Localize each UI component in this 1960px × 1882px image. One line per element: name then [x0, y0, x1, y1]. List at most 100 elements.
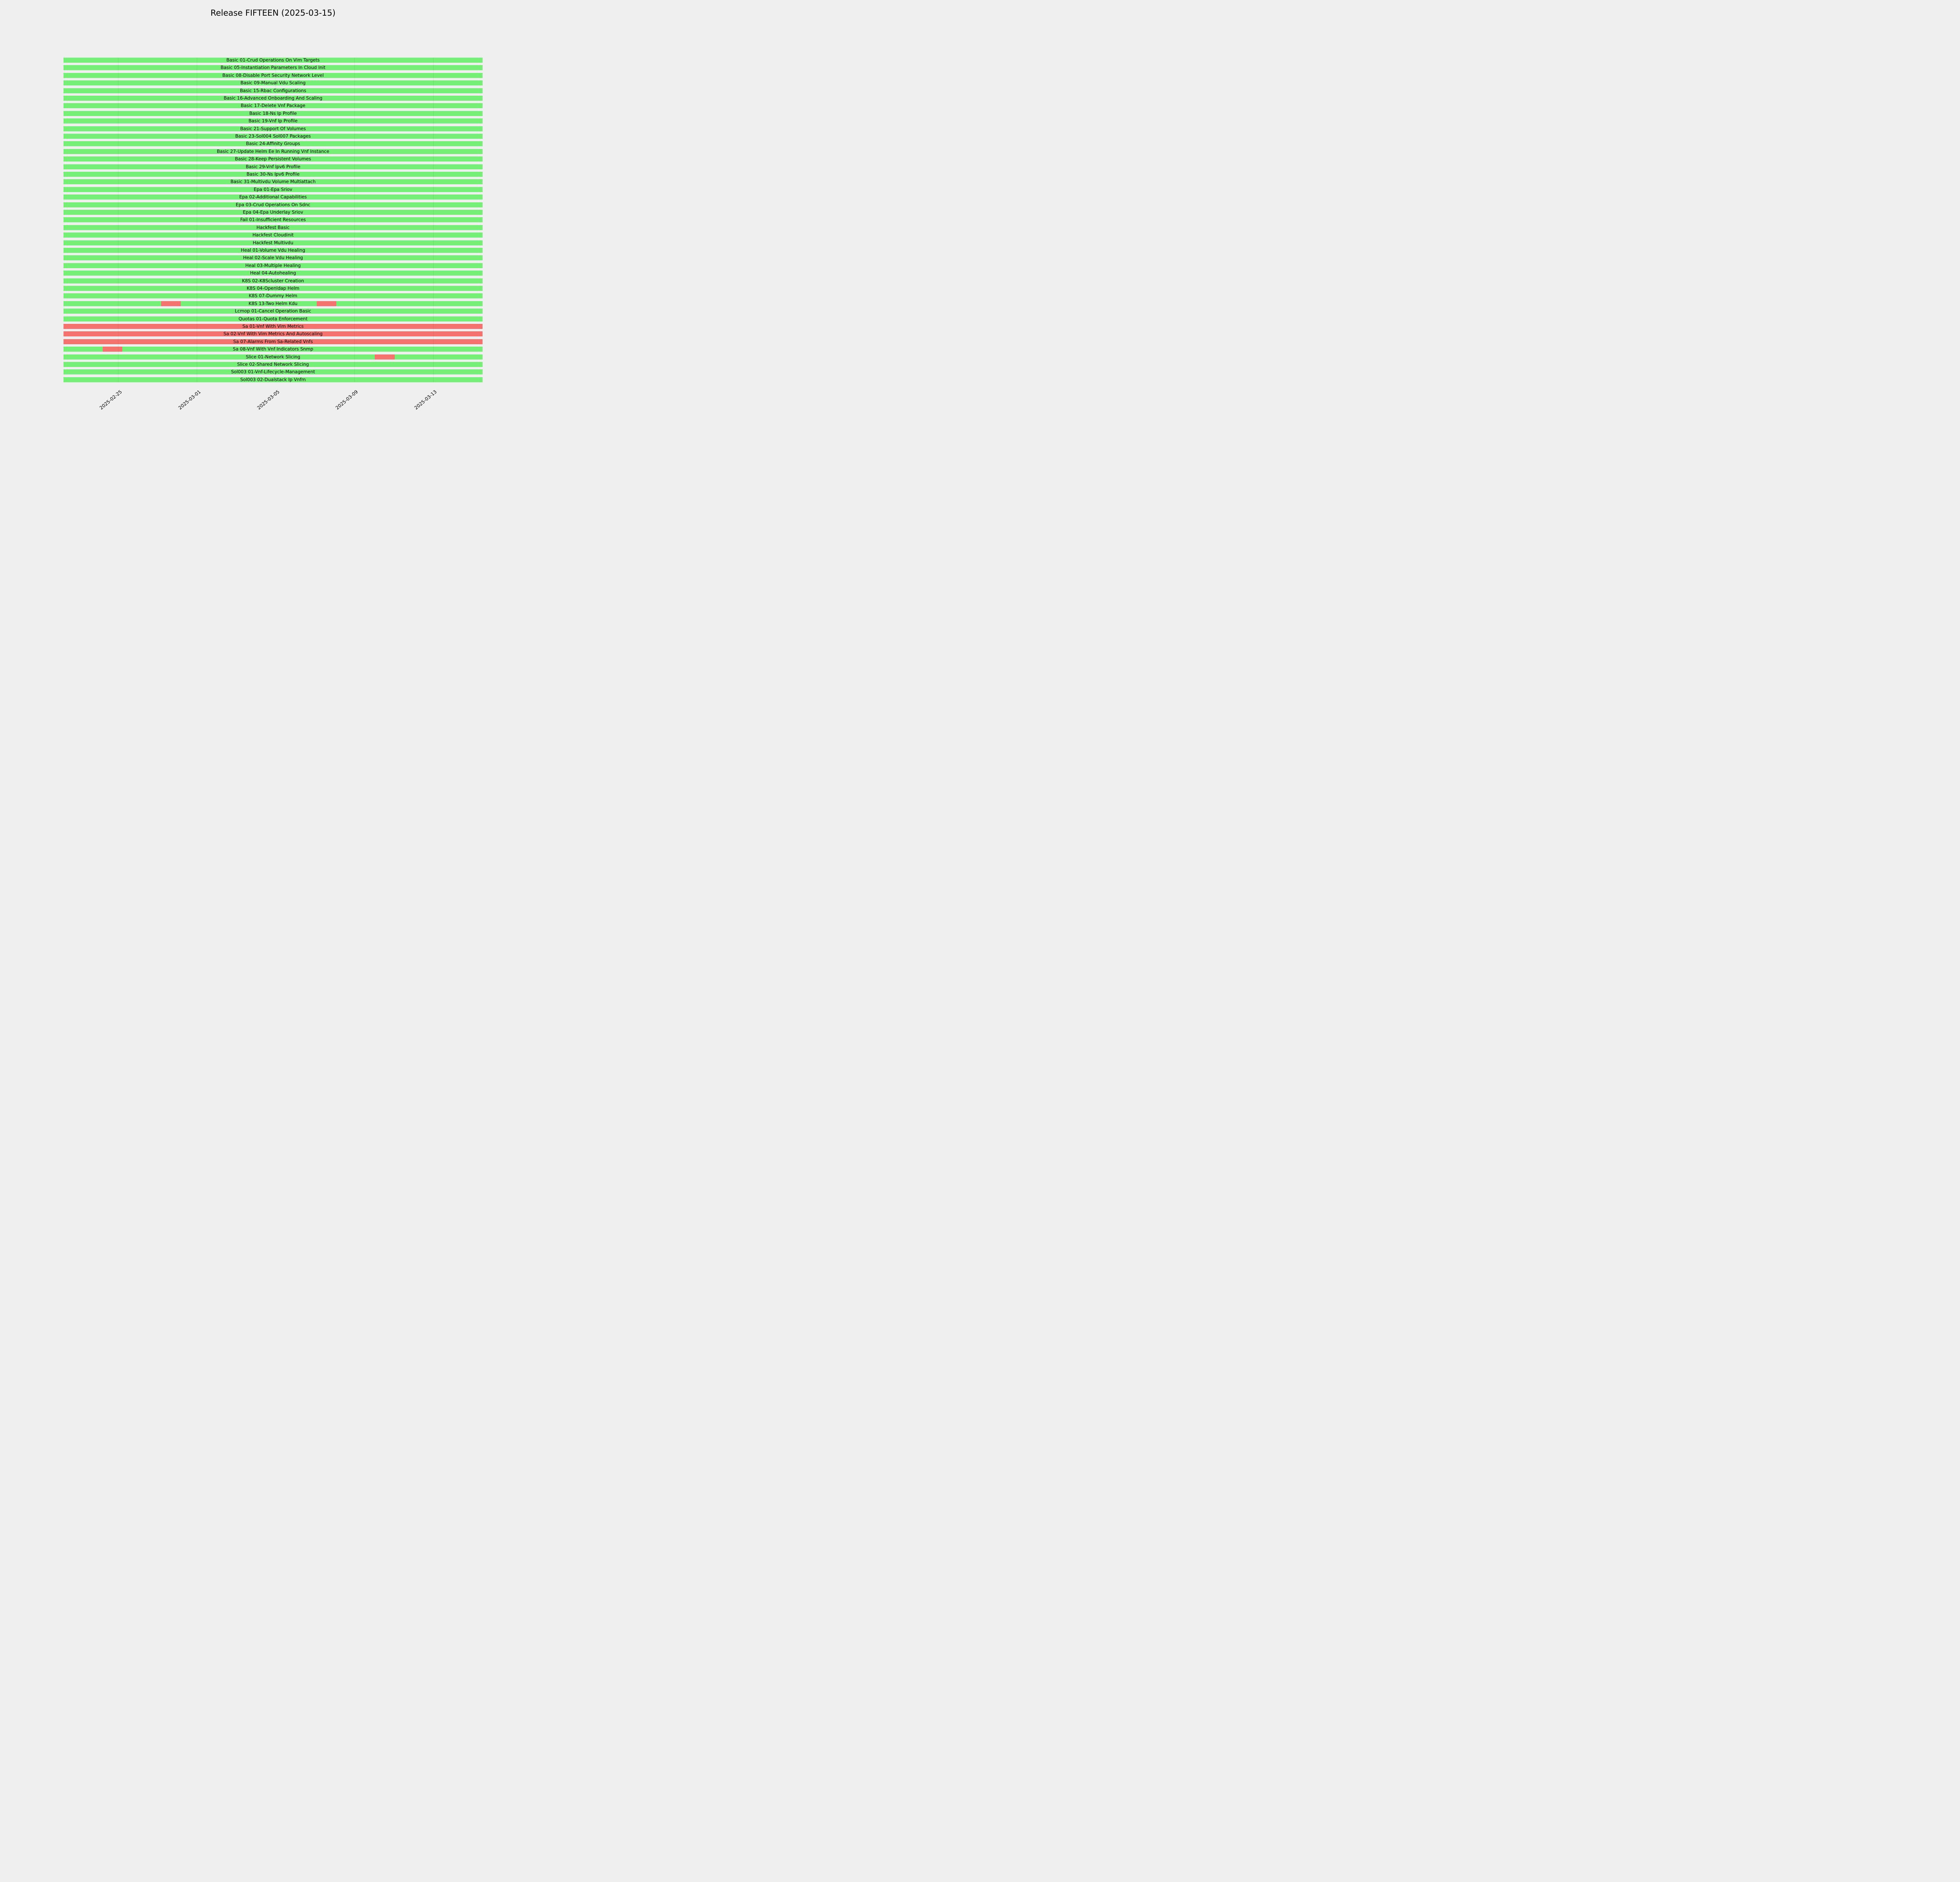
task-bar-pass: [64, 172, 483, 177]
task-row: Basic 31-Multivdu Volume Multiattach: [64, 179, 483, 185]
task-bar-pass: [64, 316, 483, 322]
task-label: Slice 01-Network Slicing: [246, 354, 300, 360]
task-row: K8S 07-Dummy Helm: [64, 293, 483, 299]
x-tick-label: 2025-03-05: [256, 389, 281, 411]
task-label: Basic 16-Advanced Onboarding And Scaling: [223, 95, 323, 101]
task-bar-pass: [64, 255, 483, 261]
task-row: Fail 01-Insufficient Resources: [64, 217, 483, 223]
task-row: Heal 04-Autohealing: [64, 271, 483, 276]
task-bar-pass: [64, 210, 483, 215]
task-label: Sa 02-Vnf With Vim Metrics And Autoscali…: [223, 331, 323, 337]
task-bar-pass: [64, 271, 483, 276]
task-label: K8S 13-Two Helm Kdu: [249, 300, 298, 306]
task-label: Epa 03-Crud Operations On Sdnc: [236, 202, 310, 207]
task-bar-pass: [64, 194, 483, 200]
task-row: Basic 17-Delete Vnf Package: [64, 103, 483, 109]
fail-segment: [316, 301, 337, 306]
task-row: Heal 03-Multiple Healing: [64, 263, 483, 268]
task-row: Basic 01-Crud Operations On Vim Targets: [64, 58, 483, 63]
task-label: Fail 01-Insufficient Resources: [240, 217, 306, 223]
task-bar-pass: [64, 141, 483, 147]
task-label: Basic 27-Update Helm Ee In Running Vnf I…: [217, 148, 329, 154]
task-row: Heal 02-Scale Vdu Healing: [64, 255, 483, 261]
task-row: Basic 29-Vnf Ipv6 Profile: [64, 164, 483, 169]
plot-area: Basic 01-Crud Operations On Vim Targets B…: [64, 58, 483, 388]
task-bar-pass: [64, 286, 483, 291]
task-label: K8S 04-Openldap Helm: [247, 285, 299, 291]
task-row: Sol003 02-Dualstack Ip Vnfm: [64, 377, 483, 382]
task-label: Sol003 02-Dualstack Ip Vnfm: [240, 376, 306, 382]
task-row: K8S 02-K8Scluster Creation: [64, 278, 483, 283]
task-bar-pass: [64, 377, 483, 382]
task-bar-pass: [64, 309, 483, 314]
task-bar-pass: [64, 88, 483, 93]
task-row: Basic 05-Instantiation Parameters In Clo…: [64, 65, 483, 71]
task-bar-pass: [64, 149, 483, 154]
task-bar-pass: [64, 156, 483, 162]
task-bar-pass: [64, 65, 483, 71]
task-row: Sa 01-Vnf With Vim Metrics: [64, 324, 483, 329]
task-row: Basic 24-Affinity Groups: [64, 141, 483, 147]
gridline: [354, 58, 355, 382]
task-row: Basic 27-Update Helm Ee In Running Vnf I…: [64, 149, 483, 154]
task-row: Basic 28-Keep Persistent Volumes: [64, 156, 483, 162]
task-row: Epa 04-Epa Underlay Sriov: [64, 210, 483, 215]
task-label: Basic 28-Keep Persistent Volumes: [235, 156, 311, 162]
task-label: K8S 02-K8Scluster Creation: [242, 278, 304, 283]
task-row: Slice 02-Shared Network Slicing: [64, 362, 483, 367]
task-row: K8S 04-Openldap Helm: [64, 286, 483, 291]
task-bar-pass: [64, 187, 483, 192]
task-label: Sol003 01-Vnf-Lifecycle-Management: [231, 369, 315, 375]
x-tick-label: 2025-03-01: [177, 389, 202, 411]
task-label: Basic 15-Rbac Configurations: [240, 87, 307, 93]
task-row: Basic 08-Disable Port Security Network L…: [64, 73, 483, 78]
task-label: Hackfest Cloudinit: [252, 232, 294, 238]
task-bar-pass: [64, 347, 483, 352]
x-tick-label: 2025-03-09: [334, 389, 359, 411]
task-row: Heal 01-Volume Vdu Healing: [64, 248, 483, 253]
task-bar-pass: [64, 362, 483, 367]
task-bar-pass: [64, 278, 483, 283]
task-label: Heal 03-Multiple Healing: [245, 262, 301, 268]
task-bar-pass: [64, 118, 483, 124]
task-label: Basic 18-Ns Ip Profile: [249, 110, 297, 116]
task-row: Basic 30-Ns Ipv6 Profile: [64, 172, 483, 177]
task-label: Sa 07-Alarms From Sa-Related Vnfs: [233, 338, 313, 344]
task-row: Basic 18-Ns Ip Profile: [64, 111, 483, 116]
task-row: Hackfest Cloudinit: [64, 233, 483, 238]
task-bar-pass: [64, 126, 483, 131]
task-bar-pass: [64, 80, 483, 86]
task-bar-pass: [64, 248, 483, 253]
task-bar-pass: [64, 179, 483, 185]
task-label: Sa 01-Vnf With Vim Metrics: [242, 323, 304, 329]
task-label: Heal 01-Volume Vdu Healing: [241, 247, 305, 253]
task-row: Basic 09-Manual Vdu Scaling: [64, 80, 483, 86]
task-bar-fail: [64, 331, 483, 337]
task-row: Lcmop 01-Cancel Operation Basic: [64, 309, 483, 314]
task-bar-pass: [64, 233, 483, 238]
task-label: Epa 01-Epa Sriov: [254, 186, 292, 192]
gantt-figure: Release FIFTEEN (2025-03-15) Basic 01-Cr…: [0, 0, 529, 470]
task-label: Quotas 01-Quota Enforcement: [238, 316, 308, 322]
task-label: Basic 24-Affinity Groups: [246, 141, 300, 147]
task-bar-pass: [64, 263, 483, 268]
task-bar-pass: [64, 103, 483, 109]
task-label: Slice 02-Shared Network Slicing: [237, 362, 309, 367]
x-tick-label: 2025-03-13: [413, 389, 438, 411]
fail-segment: [102, 347, 123, 352]
task-bar-pass: [64, 96, 483, 101]
task-bar-pass: [64, 369, 483, 375]
task-label: Basic 17-Delete Vnf Package: [241, 103, 305, 109]
task-bar-fail: [64, 339, 483, 344]
x-tick-label: 2025-02-25: [98, 389, 123, 411]
task-label: Basic 30-Ns Ipv6 Profile: [246, 171, 300, 177]
task-bar-pass: [64, 164, 483, 169]
task-row: Basic 21-Support Of Volumes: [64, 126, 483, 131]
task-label: Basic 09-Manual Vdu Scaling: [240, 80, 306, 86]
task-bar-pass: [64, 202, 483, 207]
task-label: Basic 29-Vnf Ipv6 Profile: [245, 163, 301, 169]
task-label: Basic 19-Vnf Ip Profile: [248, 118, 298, 124]
task-row: Hackfest Basic: [64, 225, 483, 230]
task-row: Basic 16-Advanced Onboarding And Scaling: [64, 96, 483, 101]
task-row: Epa 01-Epa Sriov: [64, 187, 483, 192]
